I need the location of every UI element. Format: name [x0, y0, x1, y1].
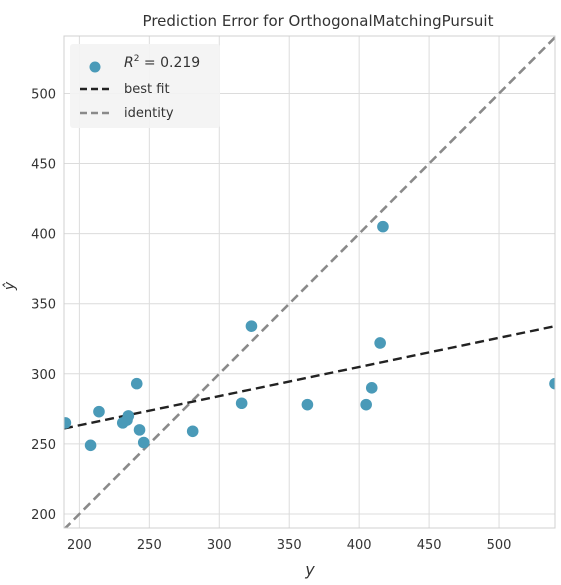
x-tick-label: 500 [487, 538, 512, 553]
legend-r2-sup: 2 [134, 54, 140, 64]
y-axis-label: ŷ [2, 281, 18, 291]
y-tick-label: 300 [31, 368, 56, 383]
y-tick-label: 450 [31, 158, 56, 173]
data-point [84, 439, 97, 452]
x-tick-label: 300 [207, 538, 232, 553]
data-point [130, 377, 143, 390]
x-tick-label: 450 [417, 538, 442, 553]
data-point [365, 382, 378, 394]
y-tick-label: 200 [31, 508, 56, 523]
points-layer [64, 220, 555, 452]
y-tick-label: 350 [31, 298, 56, 313]
data-point [64, 417, 72, 429]
legend-label-best-fit: best fit [124, 82, 170, 97]
plot-frame [63, 35, 556, 529]
data-point [235, 397, 248, 410]
data-point [121, 414, 133, 426]
data-point [133, 424, 146, 436]
x-axis-label: y [304, 560, 315, 579]
data-point [377, 220, 389, 233]
legend-label-r2: R2 = 0.219 [124, 54, 200, 71]
legend-r2-value: = 0.219 [139, 55, 200, 71]
data-point [301, 398, 314, 411]
legend-box [70, 44, 220, 128]
data-point [549, 377, 555, 390]
legend-r2-prefix: R [124, 55, 134, 71]
chart-title: Prediction Error for OrthogonalMatchingP… [143, 12, 494, 30]
x-tick-label: 350 [277, 538, 302, 553]
y-tick-label: 400 [31, 228, 56, 243]
legend-marker-scatter [89, 61, 101, 73]
y-tick-label: 250 [31, 438, 56, 453]
legend: R2 = 0.219 best fit identity [70, 44, 220, 128]
data-point [93, 405, 105, 418]
data-point [360, 398, 372, 411]
y-ticks: 200 250 300 350 400 450 500 [31, 87, 56, 523]
y-tick-label: 500 [31, 87, 56, 102]
x-tick-label: 400 [347, 538, 372, 553]
data-point [137, 436, 150, 449]
x-ticks: 200 250 300 350 400 450 500 [67, 538, 511, 553]
data-point [245, 320, 258, 332]
data-point [374, 337, 386, 349]
data-point [186, 425, 199, 438]
x-tick-label: 200 [67, 538, 92, 553]
legend-label-identity: identity [124, 106, 174, 121]
x-tick-label: 250 [137, 538, 162, 553]
